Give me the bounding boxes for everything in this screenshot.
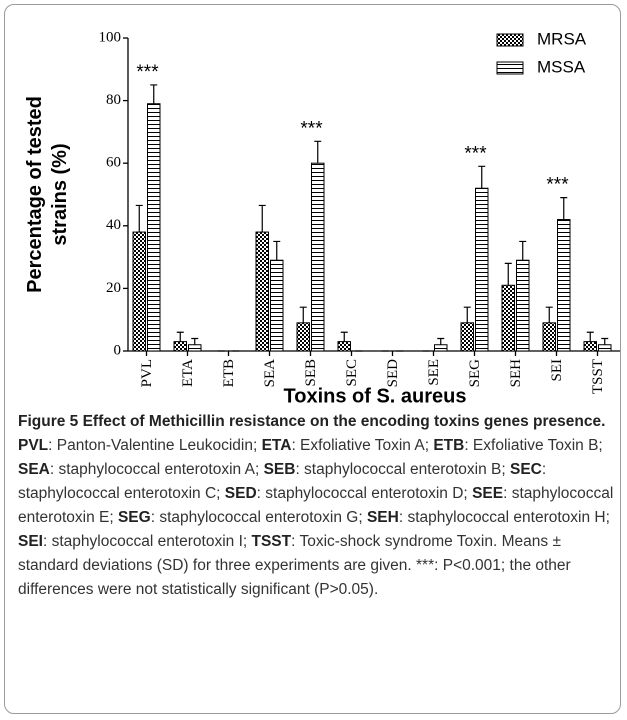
bar	[270, 259, 284, 352]
annotation: ***	[136, 62, 159, 83]
annotation: ***	[546, 175, 569, 196]
bar	[337, 341, 351, 352]
bar	[255, 231, 269, 352]
caption-text: : staphylococcal enterotoxin C;	[18, 461, 547, 502]
annotation: ***	[300, 118, 323, 139]
error-bar	[586, 331, 594, 342]
caption-term: SEC	[509, 461, 542, 478]
bar	[434, 344, 448, 352]
x-tick-label: SEB	[303, 359, 319, 387]
legend-label: MSSA	[537, 57, 586, 76]
caption-term: ETA	[261, 437, 292, 454]
bar	[542, 322, 556, 352]
caption-title: Figure 5 Effect of Methicillin resistanc…	[18, 413, 606, 430]
x-tick-label: PVL	[139, 359, 155, 387]
caption-term: SEA	[18, 461, 50, 478]
error-bar	[191, 337, 199, 345]
error-bar	[273, 240, 281, 261]
caption-text: : staphylococcal enterotoxin G;	[150, 509, 363, 526]
caption-text: : Exfoliative Toxin A;	[291, 437, 429, 454]
caption-text: : Exfoliative Toxin B;	[464, 437, 603, 454]
caption-text: : staphylococcal enterotoxin D;	[256, 485, 468, 502]
x-tick-label: SEH	[508, 359, 524, 388]
bar	[296, 322, 310, 352]
x-tick-label: ETB	[221, 359, 237, 387]
caption-term: PVL	[18, 437, 49, 454]
error-bar	[340, 331, 348, 342]
y-tick-label: 20	[106, 280, 121, 296]
error-bar	[135, 204, 143, 233]
x-tick-label: SEI	[549, 359, 565, 382]
bar	[173, 341, 187, 352]
caption-text: : Panton-Valentine Leukocidin;	[48, 437, 258, 454]
error-bar	[545, 306, 553, 323]
caption-term: SEH	[366, 509, 399, 526]
error-bar	[504, 262, 512, 286]
bar	[147, 103, 161, 352]
bar	[311, 162, 325, 352]
error-bar	[463, 306, 471, 323]
bar	[516, 259, 530, 352]
annotation: ***	[464, 143, 487, 164]
error-bar	[478, 165, 486, 189]
caption-text: : staphylococcal enterotoxin H;	[398, 509, 610, 526]
caption-text: : staphylococcal enterotoxin B;	[295, 461, 506, 478]
caption-term: SEB	[263, 461, 296, 478]
error-bar	[560, 197, 568, 220]
caption: Figure 5 Effect of Methicillin resistanc…	[18, 410, 614, 602]
y-tick-label: 100	[99, 29, 122, 45]
caption-term: ETB	[433, 437, 465, 454]
legend-swatch	[496, 33, 524, 47]
bar	[598, 344, 612, 352]
bar	[501, 284, 515, 352]
legend-label: MRSA	[537, 29, 587, 48]
caption-text: : staphylococcal enterotoxin E;	[18, 485, 614, 526]
error-bar	[258, 204, 266, 233]
bar	[132, 231, 146, 352]
y-tick-label: 80	[106, 92, 121, 108]
caption-text: : Toxic-shock syndrome Toxin.	[291, 533, 498, 550]
caption-term: SEG	[117, 509, 151, 526]
bar	[460, 322, 474, 352]
x-axis-label: Toxins of S. aureus	[284, 385, 467, 407]
legend-swatch	[496, 61, 524, 75]
x-tick-label: TSST	[590, 359, 606, 394]
y-axis-label-line: strains (%)	[49, 143, 71, 245]
caption-term: SEE	[472, 485, 504, 502]
error-bar	[601, 337, 609, 345]
error-bar	[437, 337, 445, 345]
x-tick-label: SEA	[262, 359, 278, 388]
bar	[583, 341, 597, 352]
caption-text: : staphylococcal enterotoxin A;	[49, 461, 260, 478]
y-axis-label-line: Percentage of tested	[24, 96, 46, 293]
x-tick-label: SEE	[426, 359, 442, 386]
error-bar	[314, 140, 322, 164]
bar	[188, 344, 202, 352]
caption-term: SED	[224, 485, 257, 502]
y-tick-label: 40	[106, 217, 121, 233]
bar	[475, 187, 489, 352]
x-tick-label: ETA	[180, 359, 196, 387]
figure-frame	[4, 4, 621, 714]
caption-term: TSST	[251, 533, 292, 550]
x-tick-label: SEG	[467, 359, 483, 388]
error-bar	[176, 331, 184, 342]
caption-text: : staphylococcal enterotoxin I;	[42, 533, 248, 550]
y-axis-label: Percentage of tested strains (%)	[24, 96, 71, 293]
error-bar	[150, 84, 158, 104]
y-tick-label: 60	[106, 155, 121, 171]
bar	[557, 219, 571, 352]
error-bar	[519, 240, 527, 261]
chart: 0 20 40 60 80 100 Percentage of tested strains …	[24, 29, 620, 407]
error-bar	[299, 306, 307, 323]
y-tick-label: 0	[114, 342, 122, 358]
x-tick-label: SEC	[344, 359, 360, 387]
caption-term: SEI	[18, 533, 43, 550]
x-tick-label: SED	[385, 359, 401, 388]
caption-tail: Means ± standard deviations (SD) for thr…	[18, 533, 571, 598]
